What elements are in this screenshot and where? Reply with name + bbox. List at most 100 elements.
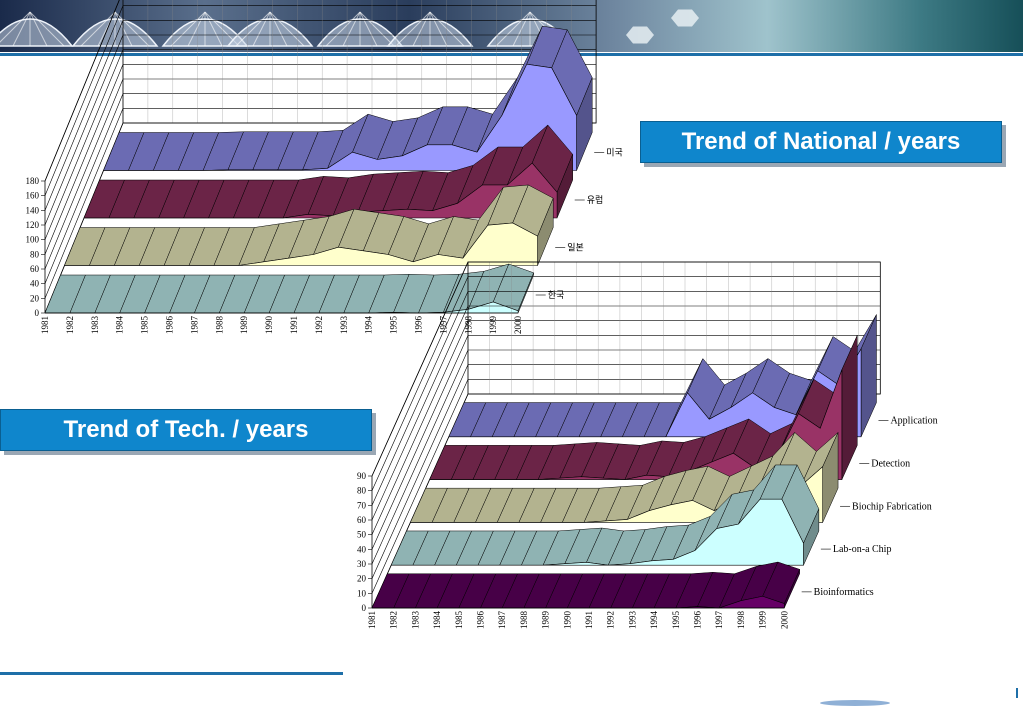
series-label: Application	[890, 416, 937, 427]
series-label: 일본	[567, 243, 584, 253]
header-banner	[0, 0, 1023, 52]
y-tick-label: 80	[357, 486, 367, 496]
x-tick-label: 1982	[65, 316, 75, 334]
y-tick-label: 90	[357, 471, 367, 481]
x-tick-label: 1986	[165, 316, 175, 335]
side-gridline	[371, 335, 469, 550]
series-Bioinformatics: Bioinformatics	[371, 561, 874, 609]
x-tick-label: 1997	[714, 611, 724, 630]
side-gridline	[44, 34, 124, 226]
top-edge	[371, 261, 469, 477]
x-tick-label: 1982	[389, 611, 399, 629]
national-y-axis: 0 20 40 60 80 100 120 140 160 180	[26, 176, 46, 318]
y-tick-label: 180	[26, 176, 40, 186]
x-tick-label: 1992	[606, 611, 616, 629]
side-gridline	[44, 108, 124, 299]
side-gridline	[44, 5, 124, 196]
side-gridline	[371, 276, 469, 491]
tech-chart-group: Application Detection Biochip Fabrication L…	[357, 261, 938, 630]
back-wall	[467, 261, 881, 395]
x-tick-label: 1989	[541, 611, 551, 630]
area-front-face	[448, 347, 862, 438]
x-tick-label: 1999	[488, 316, 498, 335]
side-gridline	[44, 78, 124, 270]
hexagon-icon	[626, 26, 654, 44]
tech-x-axis: 1981 1982 1983 1984 1985 1986 1987 1988 1989 1990…	[367, 607, 789, 630]
area-front-face	[64, 222, 538, 266]
y-tick-label: 100	[26, 235, 40, 245]
side-gridline	[371, 364, 469, 579]
x-tick-label: 1995	[389, 316, 399, 335]
x-tick-label: 1986	[476, 611, 486, 630]
x-tick-label: 2000	[513, 316, 523, 335]
x-tick-label: 1998	[736, 611, 746, 630]
national-trend-title: Trend of National / years	[640, 121, 1002, 163]
x-tick-label: 1984	[115, 316, 125, 335]
y-tick-label: 40	[30, 279, 40, 289]
x-tick-label: 1981	[367, 611, 377, 629]
y-tick-label: 40	[357, 544, 367, 554]
x-tick-label: 1991	[584, 611, 594, 629]
side-gridline	[371, 305, 469, 521]
x-tick-label: 1983	[90, 316, 100, 335]
x-tick-label: 2000	[779, 611, 789, 630]
x-tick-label: 1988	[214, 316, 224, 335]
x-tick-label: 1993	[627, 611, 637, 630]
series-label: Biochip Fabrication	[852, 501, 932, 512]
tech-y-axis: 0 10 20 30 40 50 60 70 80 90	[357, 471, 373, 613]
hexagon-icon	[671, 9, 699, 27]
series-Lab-on-a Chip: Lab-on-a Chip	[390, 464, 892, 566]
x-tick-label: 1987	[189, 316, 199, 335]
y-tick-label: 60	[357, 515, 367, 525]
series-일본: 일본	[64, 184, 584, 266]
x-tick-label: 1983	[410, 611, 420, 630]
series-label: 한국	[548, 290, 565, 300]
footer-logo	[820, 700, 890, 706]
y-tick-label: 50	[357, 530, 367, 540]
series-미국: 미국	[103, 25, 623, 171]
x-tick-label: 1989	[239, 316, 249, 335]
x-tick-label: 1996	[414, 316, 424, 335]
side-gridline	[371, 379, 469, 594]
side-gridline	[44, 49, 124, 240]
x-tick-label: 1995	[671, 611, 681, 630]
top-edge	[44, 0, 120, 182]
series-label: Lab-on-a Chip	[833, 544, 892, 555]
x-tick-label: 1990	[264, 316, 274, 335]
y-tick-label: 20	[357, 574, 367, 584]
x-tick-label: 1996	[693, 611, 703, 630]
series-label: Detection	[871, 458, 910, 469]
x-tick-label: 1990	[562, 611, 572, 630]
page-marker	[1016, 688, 1018, 698]
side-gridline	[44, 64, 124, 255]
side-gridline	[371, 291, 469, 506]
area-end-cap	[860, 314, 877, 437]
x-tick-label: 1992	[314, 316, 324, 334]
side-gridline	[371, 349, 469, 565]
y-tick-label: 70	[357, 500, 367, 510]
x-tick-label: 1981	[40, 316, 50, 334]
side-gridline	[44, 20, 124, 211]
x-tick-label: 1985	[140, 316, 150, 335]
y-tick-label: 160	[26, 191, 40, 201]
y-tick-label: 140	[26, 205, 40, 215]
side-gridline	[44, 93, 124, 284]
x-tick-label: 1993	[339, 316, 349, 335]
footer-divider	[0, 672, 343, 675]
y-tick-label: 0	[362, 603, 367, 613]
series-label: 유럽	[587, 195, 604, 205]
y-tick-label: 30	[357, 559, 367, 569]
side-gridline	[371, 320, 469, 535]
banner-artwork	[0, 9, 699, 47]
y-tick-label: 20	[30, 293, 40, 303]
area-front-face	[391, 498, 804, 566]
x-tick-label: 1985	[454, 611, 464, 630]
x-tick-label: 1994	[649, 611, 659, 630]
x-tick-label: 1991	[289, 316, 299, 334]
x-tick-label: 1999	[758, 611, 768, 630]
y-tick-label: 60	[30, 264, 40, 274]
series-한국: 한국	[44, 263, 565, 314]
national-x-axis: 1981 1982 1983 1984 1985 1986 1987 1988 1989 1990…	[40, 312, 523, 335]
